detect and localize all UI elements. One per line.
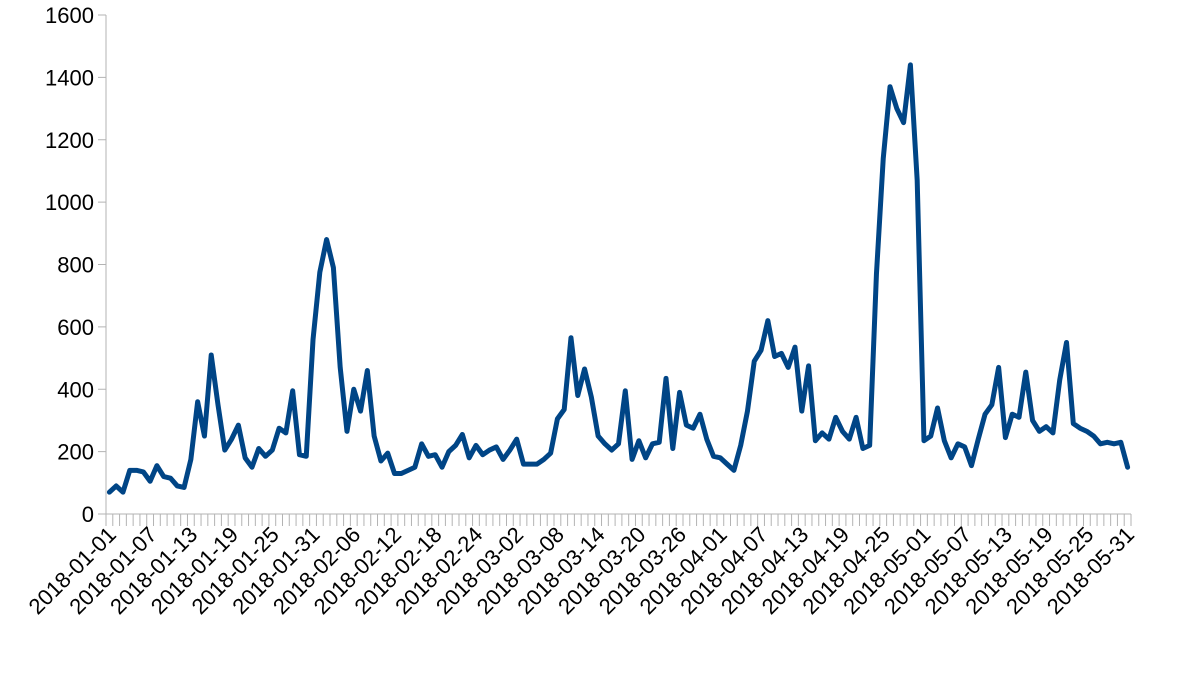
y-tick-label: 0 [82,502,94,527]
x-axis-ticks: 2018-01-012018-01-072018-01-132018-01-19… [24,514,1139,619]
y-tick-label: 400 [57,377,94,402]
y-tick-label: 600 [57,315,94,340]
y-tick-label: 200 [57,440,94,465]
y-tick-label: 1400 [45,65,94,90]
y-tick-label: 1200 [45,128,94,153]
y-axis-ticks: 0 200 400 600 800 1000 1200 1400 1600 [45,3,106,527]
y-tick-label: 1000 [45,190,94,215]
y-tick-label: 800 [57,253,94,278]
series-line [106,62,1131,495]
y-tick-label: 1600 [45,3,94,28]
series-layer [106,62,1131,495]
